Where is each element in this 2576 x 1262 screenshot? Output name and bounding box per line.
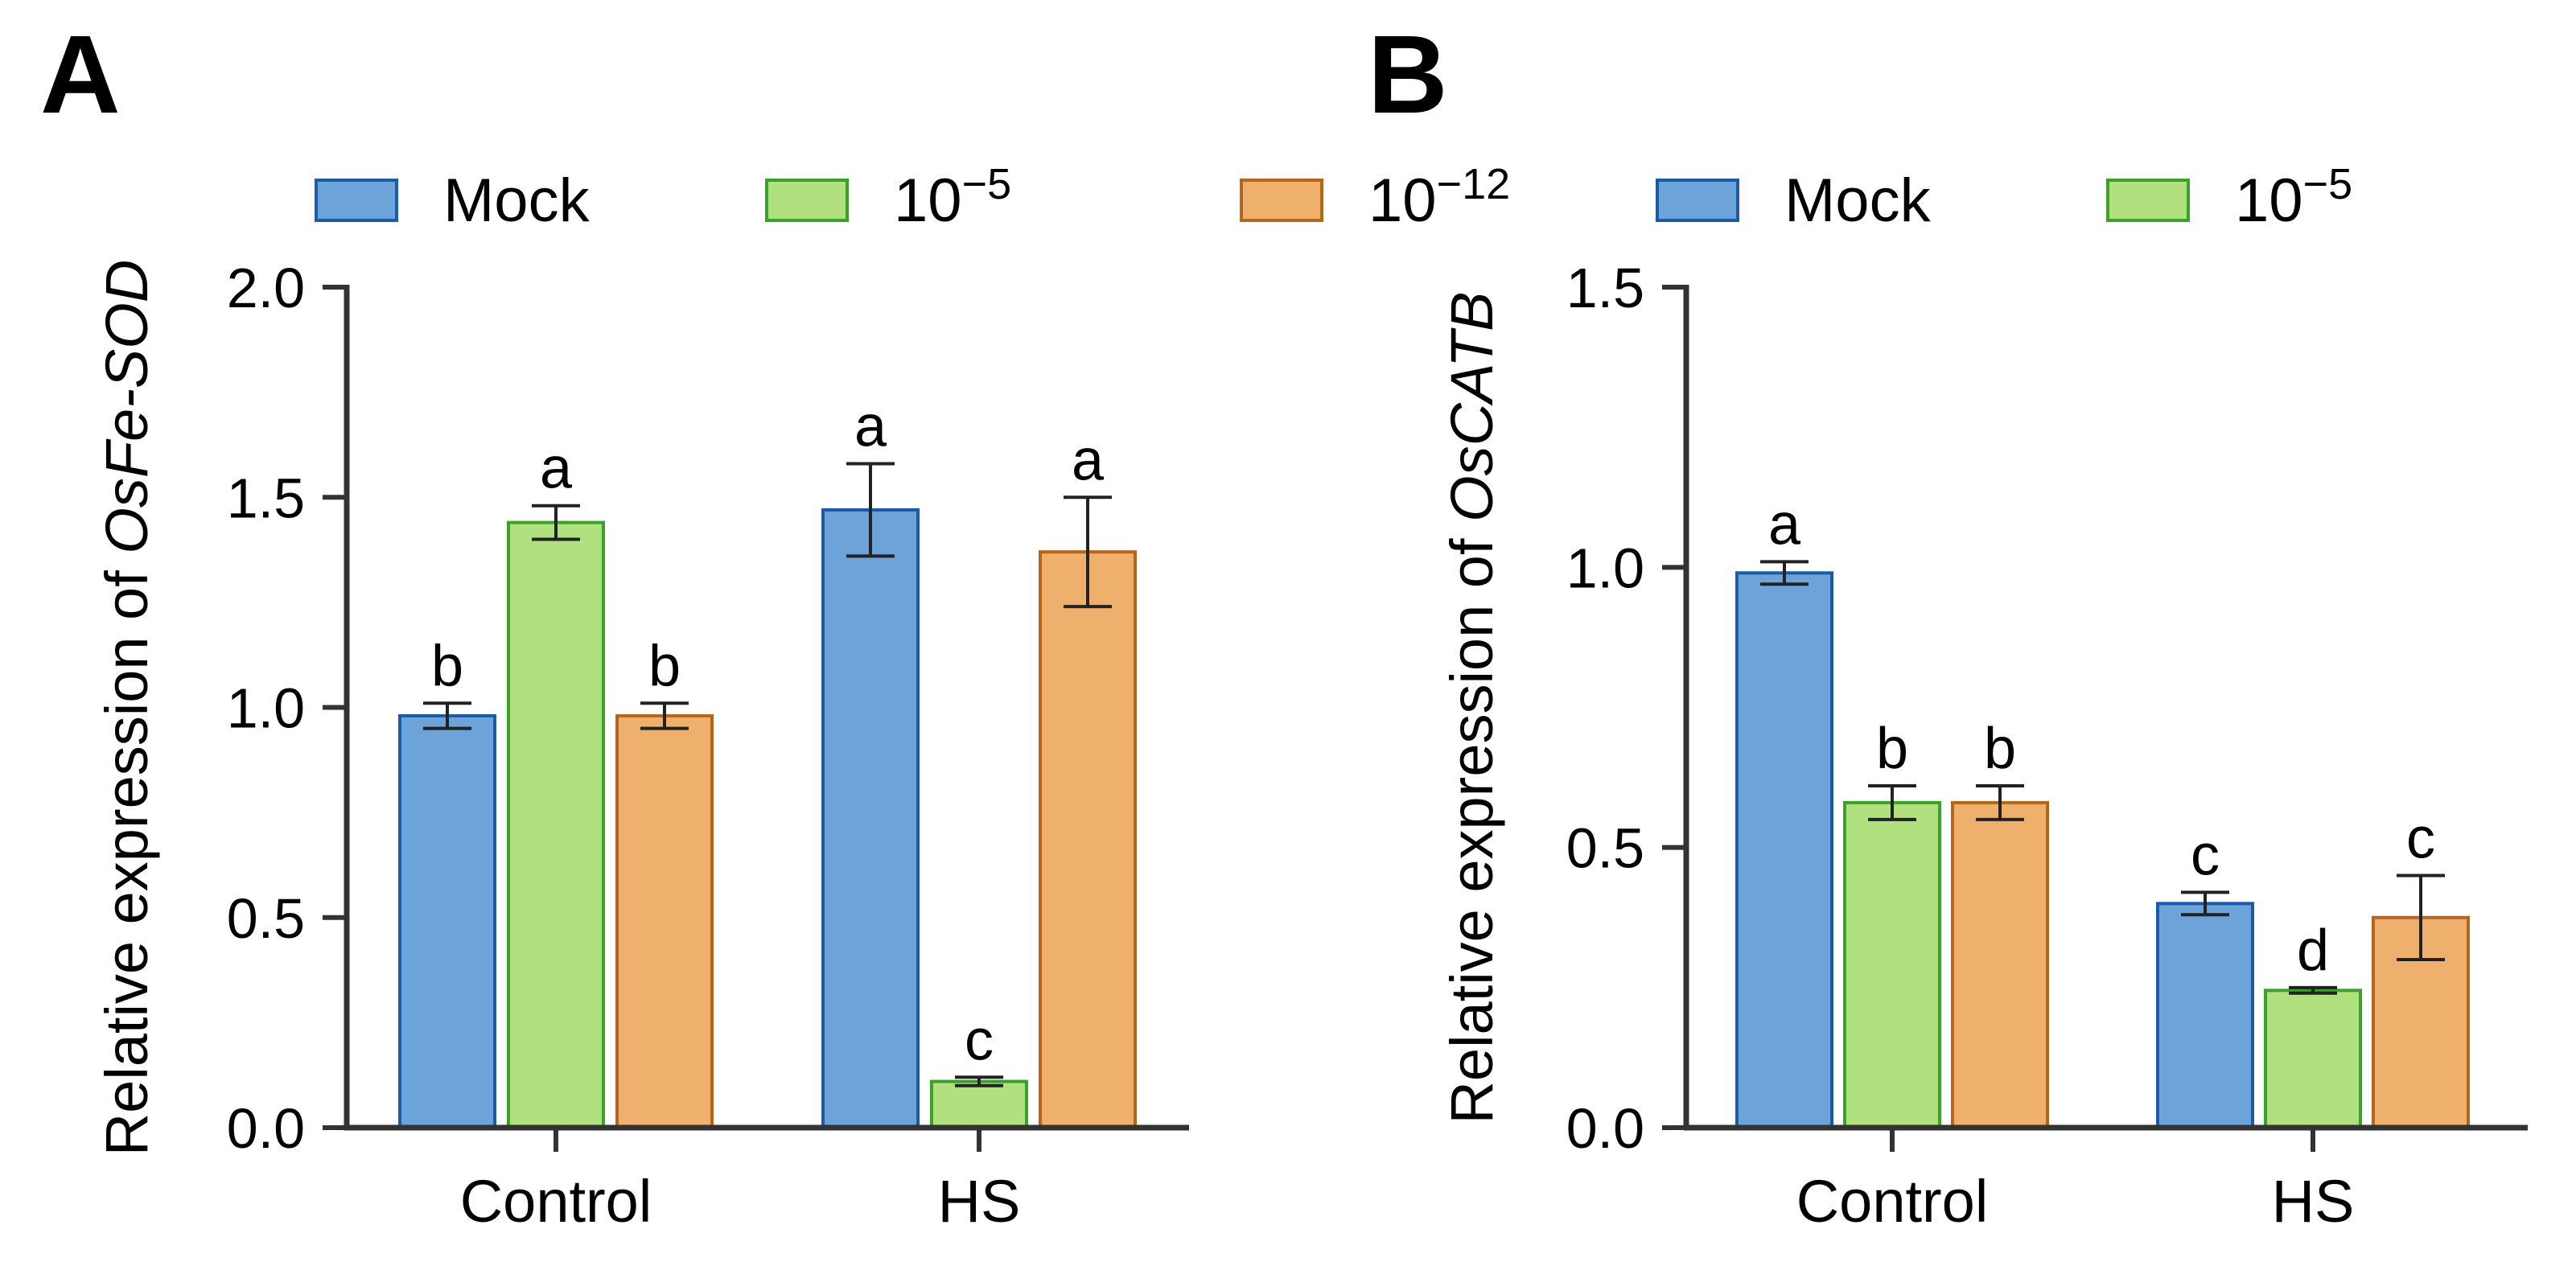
y-axis-label: Relative expression of OsCATB: [1438, 291, 1505, 1124]
panel-b: B Mock 10−5 10−12 a c b d b c 0.0 0.5 1.0 1.5 Control H…: [1368, 13, 2528, 1235]
bar: [821, 508, 920, 1129]
x-tick-label: Control: [460, 1168, 652, 1235]
y-tick-label: 0.0: [227, 1097, 305, 1160]
bar: [1039, 550, 1137, 1129]
legend-superscript: −12: [1437, 160, 1511, 208]
significance-letter: c: [965, 1008, 994, 1072]
legend-label: Mock: [443, 166, 591, 235]
legend-swatch: [1240, 179, 1323, 222]
y-tick-label: 0.0: [1566, 1097, 1644, 1160]
bar: [2156, 902, 2254, 1130]
bar: [615, 713, 714, 1129]
x-tick-label: HS: [938, 1168, 1021, 1235]
panel-label: B: [1368, 13, 1448, 137]
y-axis-label-gene: OsCATB: [1438, 291, 1505, 521]
bar: [930, 1079, 1028, 1130]
legend-superscript: −5: [962, 160, 1012, 208]
significance-letter: b: [431, 634, 463, 698]
bar: [1843, 800, 1941, 1130]
y-tick-label: 1.5: [1566, 257, 1644, 319]
y-tick-label: 1.0: [1566, 536, 1644, 599]
significance-letter: b: [1984, 717, 2016, 781]
significance-letter: c: [2191, 823, 2220, 887]
legend: Mock 10−5 10−12: [315, 160, 1510, 235]
x-tick-label: Control: [1796, 1168, 1989, 1235]
y-axis-label: Relative expression of OsFe-SOD: [93, 260, 160, 1157]
legend-label: 10−12: [1368, 160, 1510, 235]
significance-letter: d: [2297, 919, 2329, 983]
y-tick-label: 0.5: [227, 887, 305, 950]
significance-letter: a: [1768, 492, 1801, 557]
significance-letter: a: [1072, 428, 1105, 492]
significance-letter: a: [854, 394, 887, 458]
y-axis-label-prefix: Relative expression of: [1438, 522, 1505, 1124]
significance-letter: c: [2406, 807, 2435, 871]
y-tick-label: 0.5: [1566, 817, 1644, 880]
significance-letter: b: [1876, 717, 1908, 781]
bar: [1735, 571, 1833, 1129]
y-axis-label-prefix: Relative expression of: [93, 554, 160, 1157]
legend-swatch: [2106, 179, 2190, 222]
significance-letter: a: [540, 437, 573, 501]
y-axis-label-gene: OsFe-SOD: [93, 260, 160, 554]
y-tick-label: 1.0: [227, 677, 305, 740]
legend-label: Mock: [1784, 166, 1932, 235]
panel-a: A Mock 10−5 10−12 b a a c b a 0.0 0.5 1.0 1.5 2.0 Contr…: [40, 13, 1510, 1235]
bar: [2264, 989, 2362, 1129]
y-tick-label: 2.0: [227, 257, 305, 319]
legend-label: 10−5: [2235, 160, 2352, 235]
bar: [507, 520, 605, 1129]
legend-swatch: [765, 179, 849, 222]
bar: [398, 713, 496, 1129]
legend-label: 10−5: [894, 160, 1011, 235]
legend-swatch: [1656, 179, 1739, 222]
significance-letter: b: [648, 634, 681, 698]
legend-superscript: −5: [2303, 160, 2353, 208]
legend-swatch: [315, 179, 398, 222]
panel-label: A: [40, 13, 121, 137]
y-tick-label: 1.5: [227, 467, 305, 529]
x-tick-label: HS: [2272, 1168, 2355, 1235]
bar: [1951, 800, 2049, 1130]
